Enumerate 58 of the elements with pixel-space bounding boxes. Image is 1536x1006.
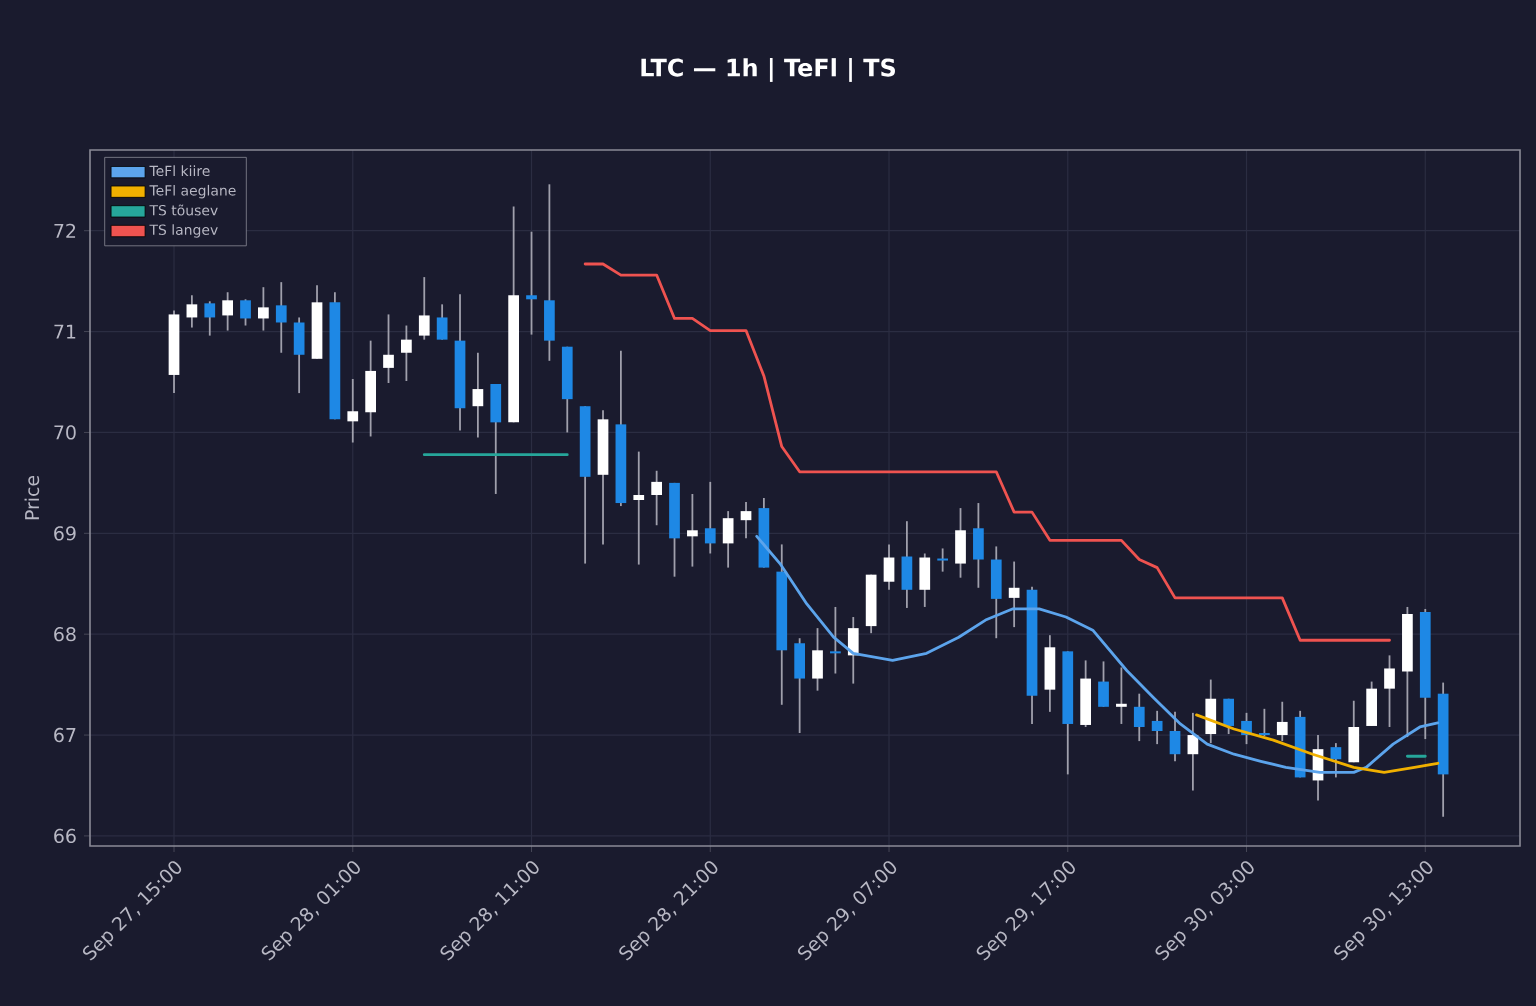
candlestick xyxy=(1080,659,1092,728)
candlestick xyxy=(1384,654,1395,728)
candlestick xyxy=(1116,666,1127,725)
candlestick xyxy=(365,339,376,438)
candlestick xyxy=(794,637,805,734)
candlestick xyxy=(740,501,752,540)
candlestick xyxy=(1151,709,1163,746)
candlestick xyxy=(830,606,841,675)
candlestick xyxy=(901,520,913,609)
candlestick xyxy=(240,298,251,327)
candlestick xyxy=(704,480,716,555)
candlestick xyxy=(937,547,949,573)
candlestick xyxy=(1276,700,1288,742)
candlestick xyxy=(1348,699,1360,764)
candlestick xyxy=(812,627,823,692)
candlestick xyxy=(1330,742,1342,779)
chart-title: LTC — 1h | TeFl | TS xyxy=(641,58,895,82)
candlestick xyxy=(1259,707,1270,737)
y-tick-label: 67 xyxy=(54,727,76,743)
candlestick xyxy=(1133,692,1145,742)
y-tick-label: 68 xyxy=(54,627,76,642)
candlestick xyxy=(186,294,198,329)
candlestick xyxy=(1366,680,1378,727)
candlestick xyxy=(293,316,305,394)
candlestick xyxy=(1205,678,1217,745)
candlestick xyxy=(990,545,1002,640)
candlestick xyxy=(258,286,269,332)
candlestick xyxy=(1008,560,1020,629)
candlestick xyxy=(222,291,233,332)
candlestick xyxy=(973,502,984,589)
candlestick xyxy=(919,552,931,608)
candlestick xyxy=(275,281,287,354)
candlestick xyxy=(418,276,430,341)
candlestick xyxy=(883,543,895,591)
candlestick xyxy=(401,324,412,382)
y-tick-label: 70 xyxy=(54,425,76,440)
candlestick xyxy=(204,300,216,337)
candlestick xyxy=(383,313,394,384)
candlestick xyxy=(687,493,698,568)
candlestick xyxy=(526,230,537,336)
y-tick-label: 72 xyxy=(54,223,76,238)
y-tick-label: 71 xyxy=(54,324,76,339)
y-tick-label: 66 xyxy=(54,828,76,844)
candlestick xyxy=(633,450,645,566)
candlestick xyxy=(472,351,484,439)
candlestick xyxy=(544,183,555,362)
y-axis-title: Price xyxy=(24,475,40,520)
candlestick xyxy=(347,378,359,444)
candlestick xyxy=(955,507,966,579)
candlestick xyxy=(847,616,859,685)
y-tick-label: 69 xyxy=(54,526,76,541)
candlestick xyxy=(1044,634,1056,713)
candlestick xyxy=(1169,710,1181,763)
candlestick xyxy=(1098,660,1109,708)
candlestick xyxy=(651,469,662,527)
candlestick xyxy=(722,510,734,569)
candlestick xyxy=(490,383,502,495)
candlestick xyxy=(436,303,448,341)
